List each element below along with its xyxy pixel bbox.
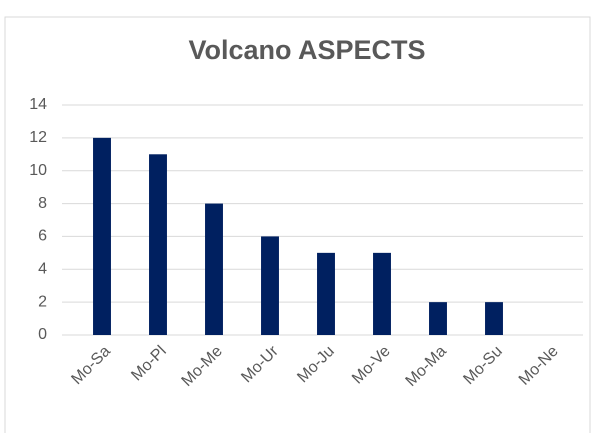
- bar: [149, 154, 167, 335]
- bar: [429, 302, 447, 335]
- y-tick-label: 6: [38, 228, 47, 245]
- bar: [485, 302, 503, 335]
- bar: [373, 252, 391, 335]
- chart-title: Volcano ASPECTS: [188, 35, 425, 65]
- y-tick-label: 0: [38, 326, 47, 343]
- y-tick-label: 10: [29, 162, 47, 179]
- y-tick-label: 8: [38, 195, 47, 212]
- y-tick-label: 2: [38, 293, 47, 310]
- y-tick-label: 4: [38, 261, 47, 278]
- bar: [205, 203, 223, 335]
- y-tick-label: 14: [29, 96, 47, 113]
- y-tick-label: 12: [29, 129, 47, 146]
- bar: [261, 236, 279, 335]
- bar: [317, 252, 335, 335]
- bar: [93, 137, 111, 335]
